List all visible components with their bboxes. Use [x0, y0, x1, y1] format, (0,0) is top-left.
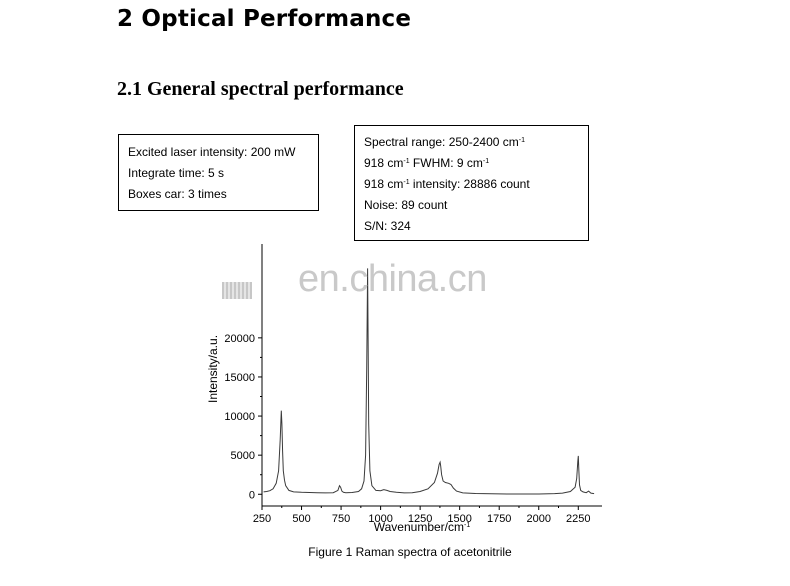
performance-summary-box: Spectral range: 250-2400 cm-1 918 cm-1 F…: [354, 125, 589, 241]
blurred-tick-label: [222, 282, 252, 299]
acquisition-settings-box: Excited laser intensity: 200 mW Integrat…: [118, 134, 319, 211]
section-heading: 2 Optical Performance: [117, 6, 412, 32]
integrate-time-text: Integrate time: 5 s: [128, 166, 225, 180]
x-tick-label: 1000: [368, 513, 392, 525]
noise-text: Noise: 89 count: [364, 198, 448, 212]
spectral-range-text: Spectral range: 250-2400 cm-1: [364, 135, 525, 149]
boxcar-text: Boxes car: 3 times: [128, 187, 227, 201]
x-tick-label: 2250: [566, 513, 590, 525]
y-tick-label: 15000: [224, 372, 255, 384]
x-tick-label: 1500: [447, 513, 471, 525]
spectrum-line: [263, 268, 595, 495]
y-tick-label: 0: [249, 489, 255, 501]
x-tick-label: 2000: [527, 513, 551, 525]
raman-spectrum-chart: 0 5000 10000 15000 20000 250 500 750 1000 1250 15…: [206, 244, 602, 534]
x-tick-label: 250: [253, 513, 271, 525]
x-tick-label: 750: [332, 513, 350, 525]
subsection-heading: 2.1 General spectral performance: [117, 78, 404, 100]
y-tick-label: 5000: [231, 450, 255, 462]
x-tick-label: 1750: [487, 513, 511, 525]
x-axis-label: Wavenumber/cm-1: [374, 520, 471, 534]
fwhm-text: 918 cm-1 FWHM: 9 cm-1: [364, 156, 490, 170]
y-tick-label: 20000: [224, 333, 255, 345]
y-tick-label: 10000: [224, 411, 255, 423]
snr-text: S/N: 324: [364, 219, 411, 233]
laser-intensity-text: Excited laser intensity: 200 mW: [128, 145, 296, 159]
x-tick-label: 1250: [408, 513, 432, 525]
x-tick-label: 500: [292, 513, 310, 525]
y-axis-label: Intensity/a.u.: [206, 335, 220, 403]
watermark-text: en.china.cn: [298, 258, 487, 300]
figure-caption: Figure 1 Raman spectra of acetonitrile: [308, 545, 512, 559]
peak-intensity-text: 918 cm-1 intensity: 28886 count: [364, 177, 530, 191]
